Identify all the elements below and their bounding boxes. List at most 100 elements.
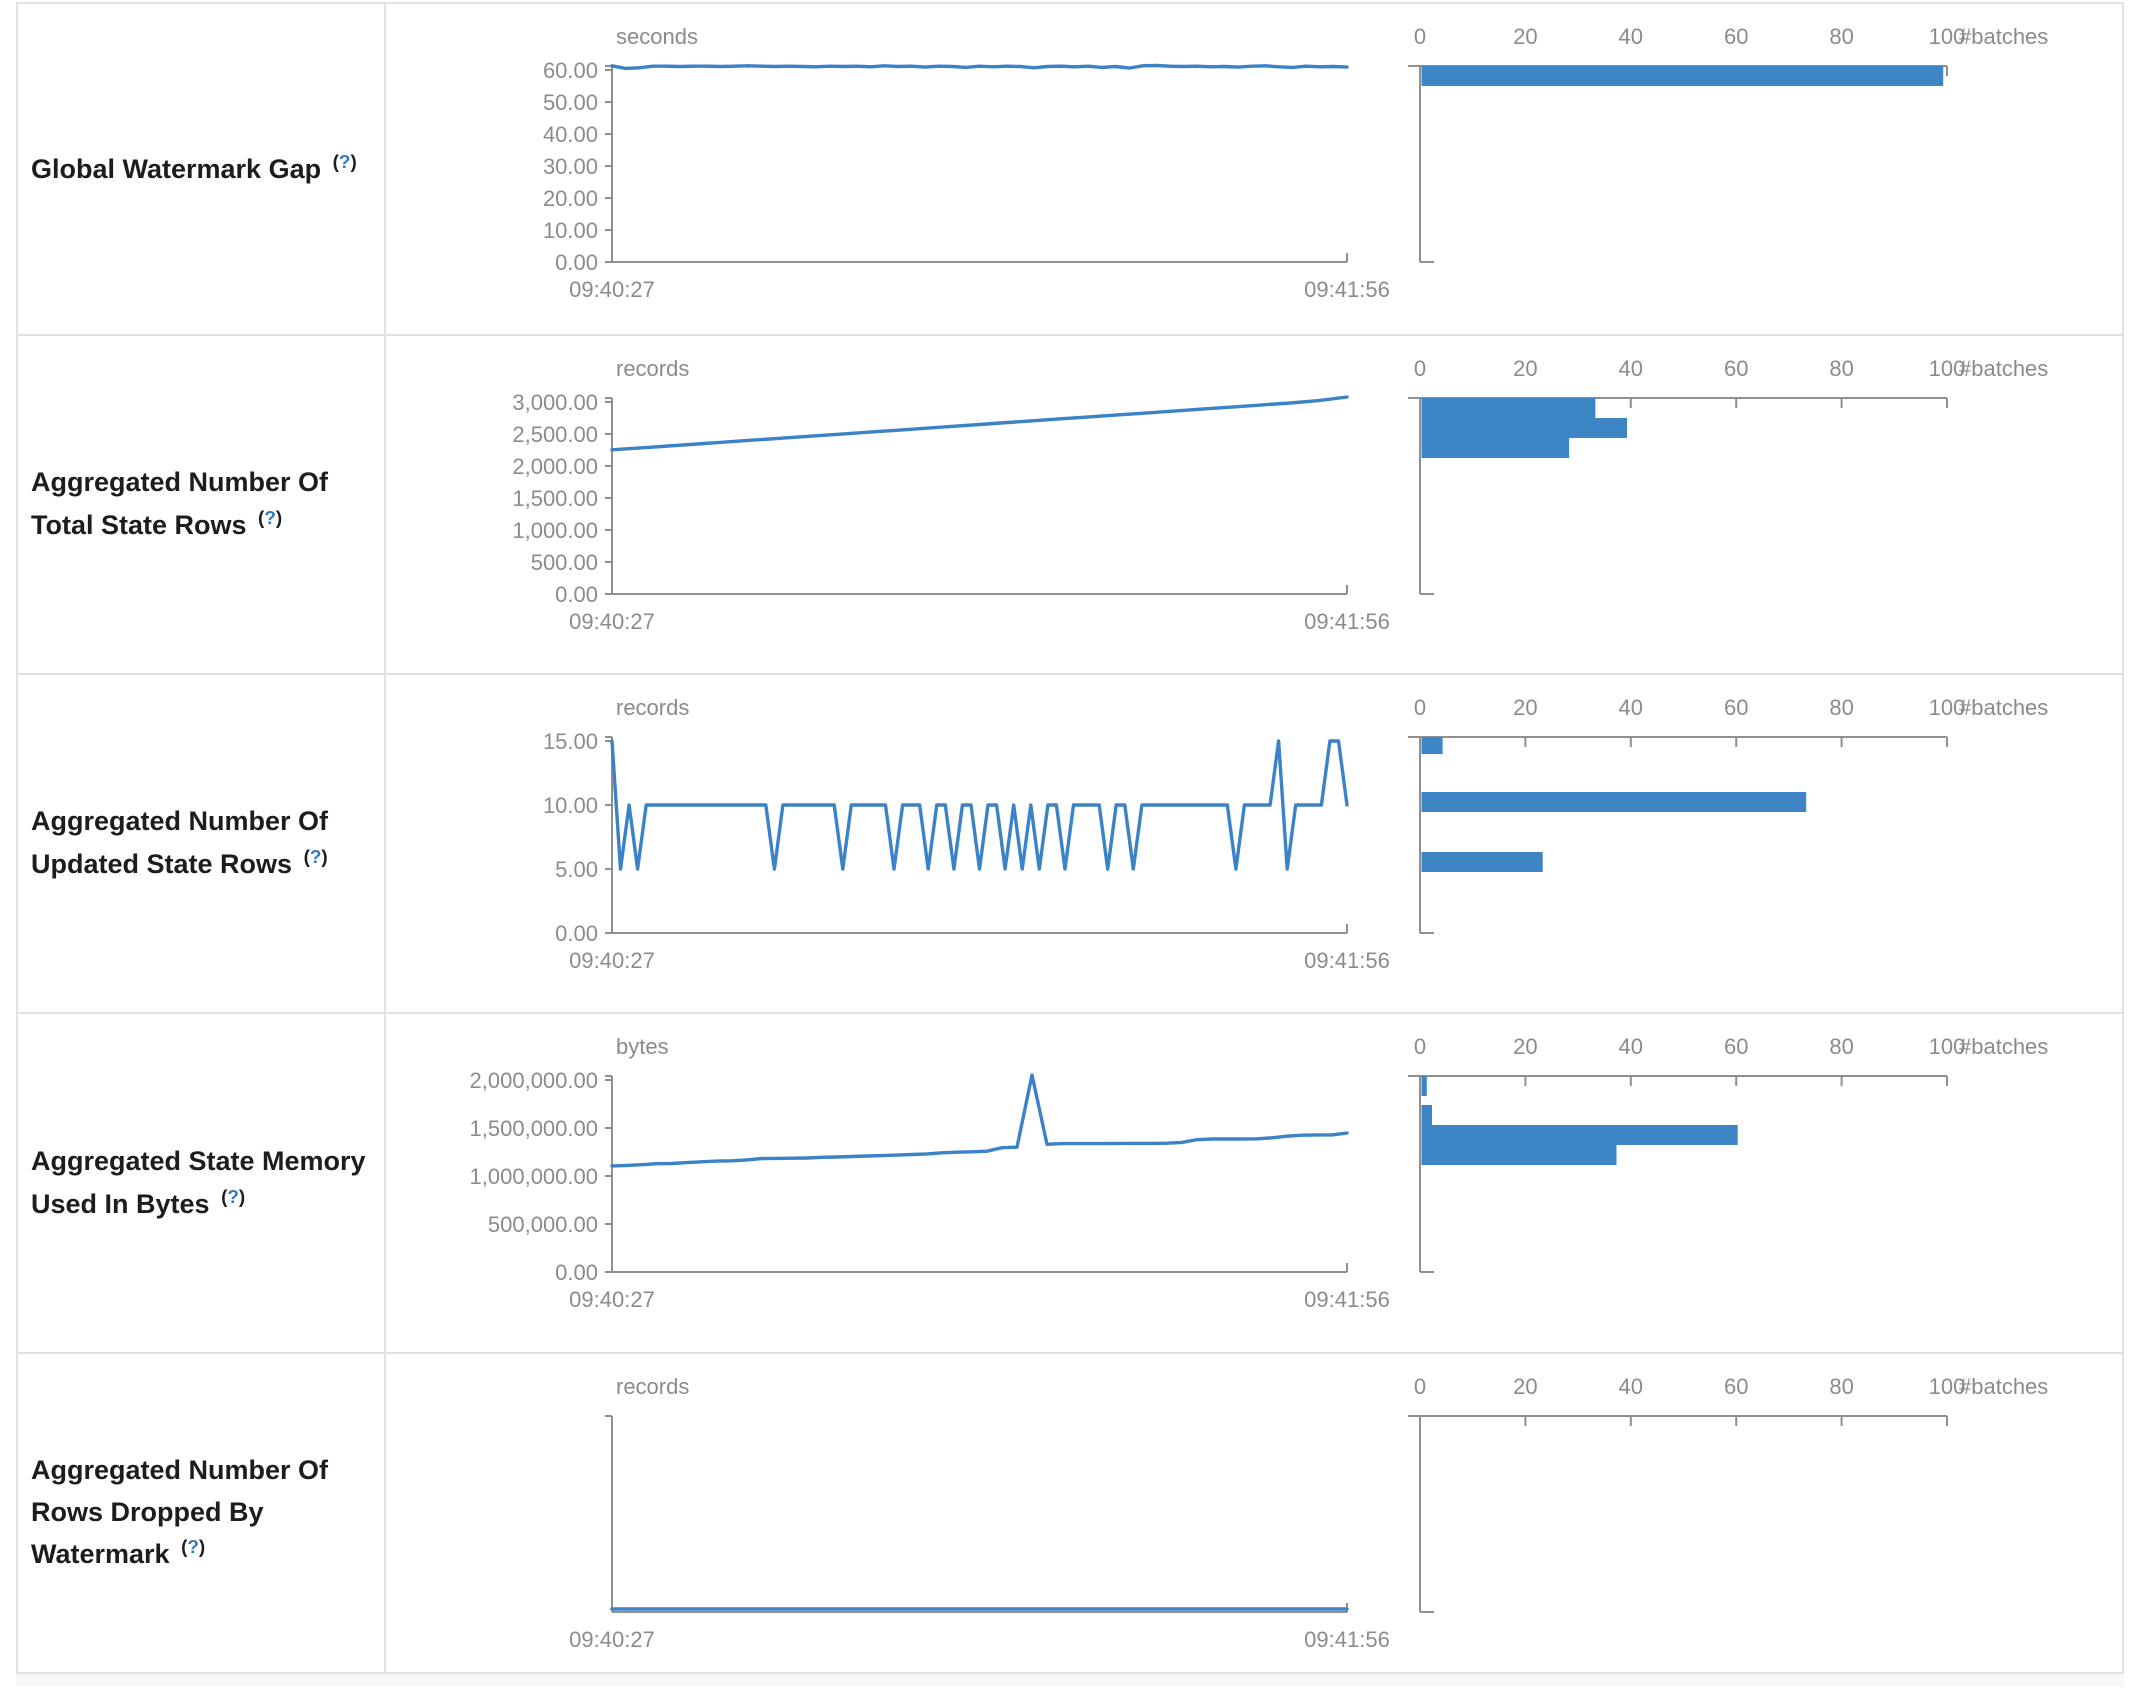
y-tick-label: 10.00 bbox=[543, 793, 598, 818]
hist-tick-label: 100 bbox=[1929, 695, 1966, 720]
help-badge: (?) bbox=[258, 508, 282, 529]
y-tick-label: 40.00 bbox=[543, 122, 598, 147]
metric-charts: seconds 60.00 50.00 40.00 30.00 20.00 10.00 0.0… bbox=[543, 24, 2048, 302]
hist-tick-label: 100 bbox=[1929, 24, 1966, 49]
metric-label-cell: Aggregated Number Of Updated State Rows … bbox=[18, 675, 386, 1012]
hist-tick-label: 20 bbox=[1513, 1034, 1537, 1059]
metric-label-cell: Aggregated Number Of Rows Dropped By Wat… bbox=[18, 1354, 386, 1672]
x-axis-start-label: 09:40:27 bbox=[569, 1287, 655, 1312]
batches-axis-label: #batches bbox=[1959, 1374, 2048, 1399]
y-tick-label: 60.00 bbox=[543, 58, 598, 83]
help-link[interactable]: ? bbox=[338, 151, 351, 173]
help-paren-open: ( bbox=[181, 1537, 188, 1559]
hist-tick-label: 80 bbox=[1829, 1374, 1853, 1399]
metric-charts: records 09:40:27 09:41:56 0 20 40 60 80 100#batc… bbox=[569, 1374, 2048, 1652]
hist-tick-label: 100 bbox=[1929, 356, 1966, 381]
y-tick-label: 1,500.00 bbox=[512, 486, 598, 511]
help-link[interactable]: ? bbox=[264, 508, 276, 529]
batches-axis-label: #batches bbox=[1959, 1034, 2048, 1059]
unit-label: bytes bbox=[616, 1034, 669, 1059]
series-line bbox=[610, 1073, 1349, 1168]
unit-label: seconds bbox=[616, 24, 698, 49]
hist-tick-label: 0 bbox=[1414, 24, 1426, 49]
hist-tick-label: 0 bbox=[1414, 1374, 1426, 1399]
charts-cell: seconds 60.00 50.00 40.00 30.00 20.00 10.00 0.0… bbox=[386, 4, 2122, 334]
hist-bar bbox=[1421, 737, 1443, 754]
hist-bar bbox=[1421, 1145, 1617, 1165]
metric-title-text: Aggregated State Memory Used In Bytes bbox=[31, 1145, 366, 1219]
metric-title: Aggregated Number Of Total State Rows (?… bbox=[31, 462, 366, 547]
hist-tick-label: 40 bbox=[1619, 695, 1643, 720]
metric-charts: bytes 2,000,000.00 1,500,000.00 1,000,000.0… bbox=[470, 1034, 2049, 1312]
series-line bbox=[610, 395, 1349, 452]
metric-row: Aggregated Number Of Updated State Rows … bbox=[18, 673, 2122, 1012]
hist-tick-label: 60 bbox=[1724, 356, 1748, 381]
charts-cell: records 3,000.00 2,500.00 2,000.00 1,500.00 1… bbox=[386, 336, 2122, 673]
y-tick-label: 1,000,000.00 bbox=[470, 1164, 598, 1189]
hist-bar bbox=[1421, 792, 1807, 812]
hist-bar bbox=[1421, 66, 1944, 86]
hist-tick-label: 20 bbox=[1513, 1374, 1537, 1399]
metric-label-cell: Global Watermark Gap (?) bbox=[18, 4, 386, 334]
y-tick-label: 2,000.00 bbox=[512, 454, 598, 479]
help-paren-close: ) bbox=[350, 151, 357, 173]
hist-tick-label: 60 bbox=[1724, 1374, 1748, 1399]
hist-tick-label: 0 bbox=[1414, 356, 1426, 381]
metric-row: Aggregated Number Of Rows Dropped By Wat… bbox=[18, 1352, 2122, 1672]
y-tick-label: 0.00 bbox=[555, 1260, 598, 1285]
y-tick-label: 1,000.00 bbox=[512, 518, 598, 543]
y-tick-label: 500,000.00 bbox=[488, 1212, 598, 1237]
page-background-strip bbox=[16, 1674, 2124, 1686]
help-paren-open: ( bbox=[258, 508, 265, 529]
y-tick-label: 2,500.00 bbox=[512, 422, 598, 447]
batches-axis-label: #batches bbox=[1959, 695, 2048, 720]
hist-bar bbox=[1421, 1076, 1427, 1096]
batches-axis-label: #batches bbox=[1959, 356, 2048, 381]
x-axis-end-label: 09:41:56 bbox=[1304, 1627, 1390, 1652]
help-paren-open: ( bbox=[332, 151, 339, 173]
hist-tick-label: 40 bbox=[1619, 1034, 1643, 1059]
hist-tick-label: 100 bbox=[1929, 1034, 1966, 1059]
y-tick-label: 1,500,000.00 bbox=[470, 1116, 598, 1141]
y-tick-label: 2,000,000.00 bbox=[470, 1068, 598, 1093]
y-tick-label: 0.00 bbox=[555, 582, 598, 607]
help-paren-open: ( bbox=[303, 847, 310, 868]
help-paren-open: ( bbox=[221, 1186, 228, 1208]
metric-title: Aggregated Number Of Rows Dropped By Wat… bbox=[31, 1450, 366, 1577]
hist-tick-label: 100 bbox=[1929, 1374, 1966, 1399]
help-badge: (?) bbox=[221, 1187, 245, 1208]
metric-title: Aggregated State Memory Used In Bytes (?… bbox=[31, 1141, 366, 1226]
y-tick-label: 0.00 bbox=[555, 250, 598, 275]
hist-bar bbox=[1421, 852, 1543, 872]
help-link[interactable]: ? bbox=[187, 1537, 199, 1559]
help-link[interactable]: ? bbox=[227, 1186, 239, 1208]
y-tick-label: 15.00 bbox=[543, 729, 598, 754]
y-tick-label: 10.00 bbox=[543, 218, 598, 243]
x-axis-end-label: 09:41:56 bbox=[1304, 277, 1390, 302]
y-tick-label: 5.00 bbox=[555, 857, 598, 882]
hist-bar bbox=[1421, 438, 1570, 458]
hist-bar bbox=[1421, 398, 1596, 418]
x-axis-end-label: 09:41:56 bbox=[1304, 948, 1390, 973]
hist-tick-label: 40 bbox=[1619, 1374, 1643, 1399]
hist-tick-label: 20 bbox=[1513, 356, 1537, 381]
hist-tick-label: 80 bbox=[1829, 695, 1853, 720]
histogram-chart: 0 20 40 60 80 100#batches bbox=[1408, 1034, 2048, 1273]
metric-title: Aggregated Number Of Updated State Rows … bbox=[31, 801, 366, 886]
metric-title-text: Aggregated Number Of Rows Dropped By Wat… bbox=[31, 1454, 329, 1570]
hist-tick-label: 60 bbox=[1724, 1034, 1748, 1059]
metrics-table: Global Watermark Gap (?) seconds 60.00 50.0… bbox=[16, 2, 2124, 1674]
help-link[interactable]: ? bbox=[309, 847, 322, 868]
timeline-chart: seconds 60.00 50.00 40.00 30.00 20.00 10.00 0.0… bbox=[543, 24, 1390, 302]
metric-charts: records 3,000.00 2,500.00 2,000.00 1,500.00 1… bbox=[512, 356, 2048, 634]
metric-title: Global Watermark Gap (?) bbox=[31, 148, 357, 191]
metric-title-text: Aggregated Number Of Updated State Rows bbox=[31, 806, 329, 879]
x-axis-start-label: 09:40:27 bbox=[569, 277, 655, 302]
x-axis-end-label: 09:41:56 bbox=[1304, 609, 1390, 634]
hist-bar bbox=[1421, 418, 1627, 438]
timeline-chart: bytes 2,000,000.00 1,500,000.00 1,000,000.0… bbox=[470, 1034, 1390, 1312]
metric-label-cell: Aggregated State Memory Used In Bytes (?… bbox=[18, 1014, 386, 1352]
help-paren-close: ) bbox=[198, 1537, 206, 1559]
hist-bar bbox=[1421, 1125, 1738, 1145]
